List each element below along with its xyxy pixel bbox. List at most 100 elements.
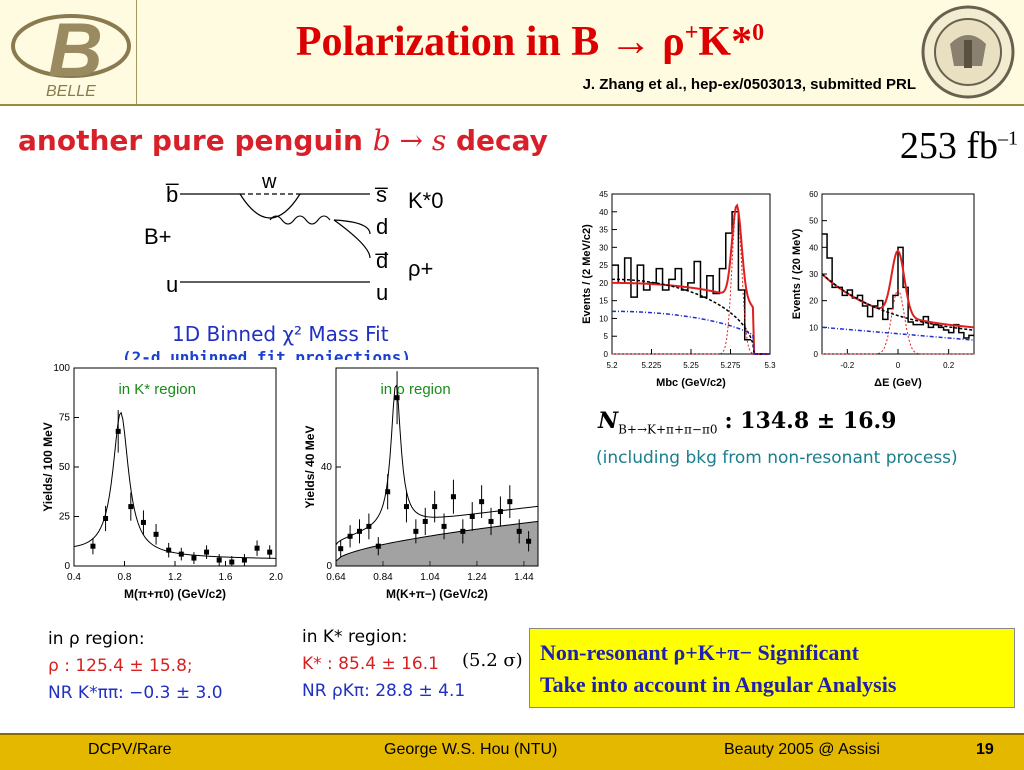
luminosity-label: 253 fb–1 [899,125,1018,167]
plot-pipi-mass: 0.4 0.8 1.2 1.6 2.0 0 25 50 75 100 M(π+π0) (GeV/c2… [34,360,286,622]
y-axis-label: Yields/ 40 MeV [303,426,317,509]
kstar-region-results: in K* region: K* : 85.4 ± 16.1 NR ρKπ: 2… [302,624,465,705]
feyn-label: s̅ [374,182,388,207]
y-tick-label: 35 [599,226,608,235]
histogram [612,211,752,341]
data-point [140,519,146,525]
belle-logo: B BELLE [11,8,131,100]
data-point [432,504,438,510]
fit-curve [335,384,539,546]
x-tick-label: 0 [896,361,901,370]
region-heading: in ρ region: [48,629,145,649]
data-point [394,395,400,401]
x-tick-label: 5.2 [606,361,618,370]
y-tick-label: 50 [59,462,71,473]
plot-mbc: 5.2 5.225 5.25 5.275 5.3 0 5 10 15 20 25 30 35 40 45 Mb… [572,186,782,396]
y-tick-label: 5 [604,332,609,341]
y-tick-label: 40 [321,462,333,473]
y-tick-label: 0 [64,561,70,572]
data-point [267,549,273,555]
data-point [413,528,419,534]
fit-bkg-curve [821,273,975,331]
plot-delta-e: -0.2 0 0.2 0 10 20 30 40 50 60 ΔE (GeV) Events / (2… [782,186,982,396]
x-tick-label: 0.2 [943,361,955,370]
y-tick-label: 10 [599,314,608,323]
data-point [90,543,96,549]
callout-box: Non-resonant ρ+K+π− Significant Take int… [529,628,1015,708]
header-divider [136,0,137,104]
slide-title: Polarization in B → ρ+K*0 [295,19,765,65]
data-point [460,528,466,534]
data-point [115,428,121,434]
data-point [497,509,503,515]
signal-yield: NB+→K+π+π−π0 : 134.8 ± 16.9 [598,408,897,437]
data-point [178,551,184,557]
x-tick-label: 1.04 [420,572,440,583]
fit-title: 1D Binned χ² Mass Fit [172,322,389,346]
footer-bar [0,733,1024,770]
reference-citation: J. Zhang et al., hep-ex/0503013, submitt… [582,76,916,93]
feyn-label: B+ [144,224,172,249]
region-line: NR K*ππ: −0.3 ± 3.0 [48,683,223,703]
page-number: 19 [976,741,994,758]
y-tick-label: 75 [59,413,71,424]
fit-bkg-curve [611,278,770,355]
data-point [241,557,247,563]
data-point [216,557,222,563]
feyn-label: d [376,214,388,239]
data-point [385,489,391,495]
data-point [488,518,494,524]
x-tick-label: 2.0 [269,572,283,583]
feynman-diagram: b̅ w s̅ K*0 B+ d d̅ ρ+ u u [144,172,443,305]
y-tick-label: 30 [809,270,818,279]
y-tick-label: 45 [599,190,608,199]
data-point [356,528,362,534]
data-point [375,543,381,549]
region-annotation: in ρ region [380,381,450,398]
feyn-label: w [261,172,277,193]
feyn-label: u [376,280,388,305]
fit-other-curve [611,310,770,355]
data-point [347,533,353,539]
y-tick-label: 60 [809,190,818,199]
y-tick-label: 0 [326,561,332,572]
fit-curve [73,411,277,559]
x-tick-label: 5.275 [720,361,741,370]
data-point [128,504,134,510]
footer-conference: Beauty 2005 @ Assisi [724,741,880,758]
x-tick-label: 1.24 [467,572,487,583]
header-bar [0,0,1024,106]
x-axis-label: Mbc (GeV/c2) [656,377,726,389]
data-point [153,531,159,537]
y-tick-label: 100 [53,363,70,374]
rho-region-results: in ρ region: ρ : 125.4 ± 15.8; NR K*ππ: … [48,626,223,707]
footer-left: DCPV/Rare [88,741,172,758]
x-tick-label: -0.2 [840,361,854,370]
histogram [822,233,974,339]
y-tick-label: 30 [599,243,608,252]
plot-kpi-mass: 0.64 0.84 1.04 1.24 1.44 0 40 M(K+π−) (GeV/c2) Y… [296,360,548,622]
x-axis-label: M(π+π0) (GeV/c2) [124,587,226,601]
data-point [166,547,172,553]
x-tick-label: 5.25 [683,361,699,370]
region-line: K* : 85.4 ± 16.1 [302,654,439,674]
y-tick-label: 50 [809,217,818,226]
data-point [469,514,475,519]
data-point [338,546,344,552]
x-axis-label: M(K+π−) (GeV/c2) [386,587,488,601]
data-point [422,518,428,524]
feyn-label: u [166,272,178,297]
fit-other-curve [821,326,975,341]
x-tick-label: 0.64 [326,572,346,583]
feyn-label: ρ+ [408,256,433,281]
feyn-label: d̅ [375,248,389,273]
svg-text:B: B [48,8,103,93]
data-point [254,545,260,551]
x-tick-label: 1.44 [514,572,534,583]
data-point [526,538,532,544]
data-point [403,504,409,510]
x-axis-label: ΔE (GeV) [874,377,922,389]
y-tick-label: 40 [809,243,818,252]
y-tick-label: 25 [599,261,608,270]
x-tick-label: 0.4 [67,572,81,583]
